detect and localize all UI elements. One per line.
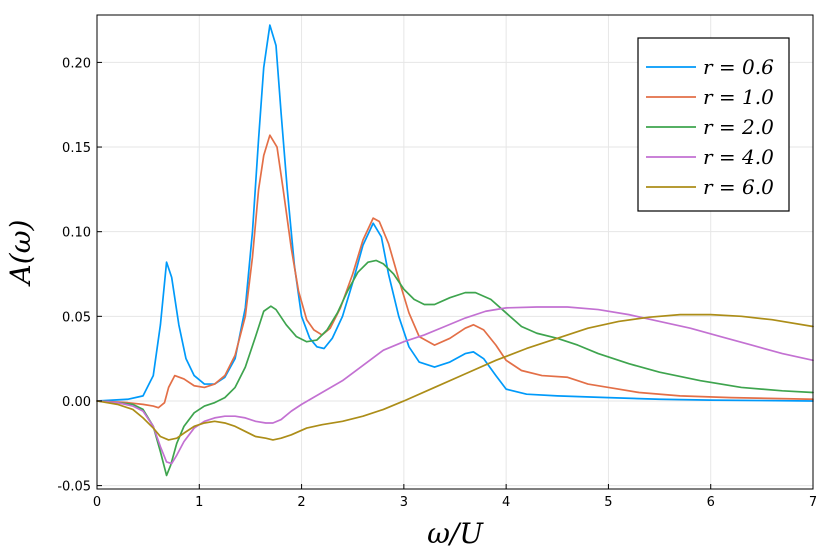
x-tick-label: 3 [400, 495, 408, 510]
x-tick-label: 4 [502, 495, 510, 510]
series-line [96, 313, 814, 441]
legend-label: r = 2.0 [703, 115, 774, 139]
y-ticks: -0.05 0.00 0.05 0.10 0.15 0.20 [57, 56, 102, 495]
y-tick-label: 0.10 [62, 226, 91, 241]
series-line [96, 306, 814, 465]
y-tick-label: -0.05 [57, 480, 91, 495]
series-line [96, 24, 814, 402]
series-layer [96, 24, 814, 477]
x-tick-label: 2 [297, 495, 305, 510]
legend-label: r = 0.6 [703, 55, 774, 79]
plot-frame [96, 14, 814, 490]
y-axis-label: A(ω) [4, 220, 37, 288]
y-tick-label: 0.20 [62, 56, 91, 71]
x-tick-label: 5 [604, 495, 612, 510]
y-tick-label: 0.05 [62, 310, 91, 325]
legend: r = 0.6 r = 1.0 r = 2.0 r = 4.0 r = 6.0 [637, 37, 790, 212]
legend-label: r = 6.0 [703, 175, 774, 199]
x-tick-label: 0 [93, 495, 101, 510]
legend-label: r = 1.0 [703, 85, 774, 109]
x-tick-label: 1 [195, 495, 203, 510]
y-tick-label: 0.15 [62, 141, 91, 156]
y-tick-label: 0.00 [62, 395, 91, 410]
x-tick-label: 6 [707, 495, 715, 510]
x-axis-label: ω/U [427, 517, 484, 550]
x-tick-label: 7 [809, 495, 817, 510]
legend-label: r = 4.0 [703, 145, 774, 169]
x-ticks: 0 1 2 3 4 5 6 7 [93, 484, 817, 510]
